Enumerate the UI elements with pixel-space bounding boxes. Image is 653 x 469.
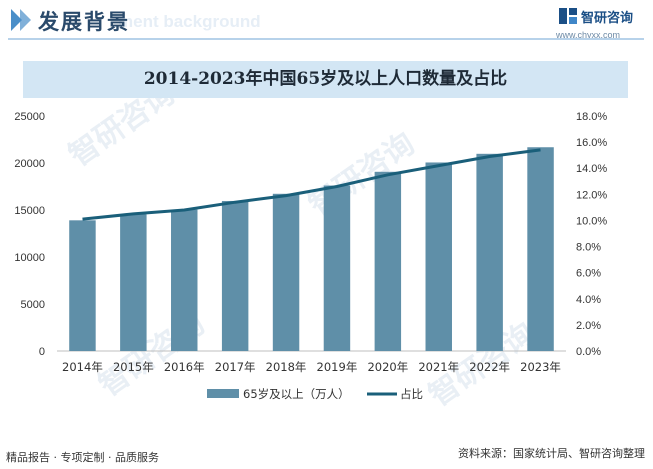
chart: 0 5000 10000 15000 20000 25000 0.0% 2.0% 4.0% 6.…	[14, 111, 607, 401]
y-left-tick-label: 20000	[14, 158, 45, 170]
y-left-tick-label: 5000	[21, 299, 45, 311]
y-right-tick-label: 12.0%	[576, 189, 607, 201]
footer: 精品报告 · 专项定制 · 品质服务 资料来源：国家统计局、智研咨询整理	[0, 443, 653, 469]
bar	[425, 162, 452, 351]
bar	[69, 220, 96, 351]
x-tick-label: 2017年	[215, 360, 256, 374]
brand-url: www.chyxx.com	[556, 30, 621, 40]
bar	[476, 153, 503, 351]
y-right-tick-label: 8.0%	[576, 242, 601, 254]
x-tick-label: 2018年	[266, 360, 307, 374]
footer-slogan: 精品报告 · 专项定制 · 品质服务	[6, 451, 159, 464]
chart-title-band: 2014-2023年中国65岁及以上人口数量及占比	[23, 61, 628, 98]
bar	[323, 185, 351, 351]
y-left-tick-label: 15000	[14, 205, 45, 217]
x-tick-label: 2019年	[317, 360, 358, 374]
y-right-tick-label: 16.0%	[576, 137, 607, 149]
chevron-icon-2	[20, 9, 31, 31]
bar	[374, 171, 402, 351]
y-left-tick-label: 10000	[14, 252, 45, 264]
x-tick-label: 2015年	[113, 360, 154, 374]
section-title: 发展背景	[38, 9, 130, 34]
y-left-tick-label: 0	[39, 346, 45, 358]
bar	[221, 200, 249, 351]
y-right-tick-label: 6.0%	[576, 268, 601, 280]
legend-bar-label: 65岁及以上（万人）	[243, 387, 350, 401]
y-right-tick-label: 0.0%	[576, 346, 601, 358]
ratio-line	[82, 148, 541, 221]
x-tick-label: 2021年	[418, 360, 459, 374]
brand-name: 智研咨询	[581, 11, 634, 26]
x-tick-label: 2016年	[164, 360, 205, 374]
bar	[272, 193, 300, 351]
y-right-tick-label: 10.0%	[576, 215, 607, 227]
bar	[527, 147, 554, 351]
y-right-tick-label: 2.0%	[576, 320, 601, 332]
data-source: 资料来源：国家统计局、智研咨询整理	[458, 447, 645, 460]
header-background-text: ment background	[118, 12, 261, 31]
x-tick-label: 2020年	[367, 360, 408, 374]
y-right-tick-label: 18.0%	[576, 111, 607, 123]
header-divider	[8, 38, 644, 40]
x-tick-label: 2022年	[469, 360, 510, 374]
legend-line-label: 占比	[400, 387, 423, 401]
chart-title: 2014-2023年中国65岁及以上人口数量及占比	[143, 69, 508, 89]
y-right-tick-label: 14.0%	[576, 163, 607, 175]
x-tick-label: 2014年	[62, 360, 103, 374]
bar	[120, 214, 147, 351]
chevron-icon	[11, 9, 22, 31]
bar	[171, 209, 198, 351]
y-right-tick-label: 4.0%	[576, 294, 601, 306]
x-tick-label: 2023年	[520, 360, 561, 374]
legend-bar-swatch	[207, 389, 239, 398]
y-left-tick-label: 25000	[14, 111, 45, 123]
header-bar: ment background 发展背景 智研咨询 www.chyxx.com	[0, 0, 653, 42]
brand-logo-icon	[559, 8, 577, 24]
